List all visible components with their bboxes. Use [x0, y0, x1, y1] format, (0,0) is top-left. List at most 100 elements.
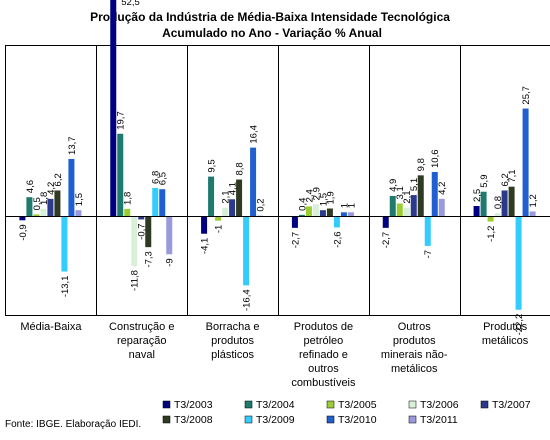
data-label: -2,7 — [381, 232, 392, 248]
legend-swatch — [244, 400, 253, 409]
legend: T3/2003 T3/2004 T3/2005 T3/2006 T3/2007 T3/20… — [162, 399, 531, 426]
category-label: combustíveis — [291, 377, 356, 389]
bar — [403, 207, 410, 217]
data-label: -2,7 — [290, 232, 301, 248]
data-label: 9,5 — [207, 159, 218, 172]
chart-title: Produção da Indústria de Média-Baixa Int… — [90, 10, 450, 24]
data-label: 3,1 — [395, 186, 406, 199]
bar — [19, 216, 26, 221]
bar — [522, 108, 529, 217]
bar — [494, 213, 501, 217]
legend-swatch — [244, 415, 253, 424]
bar — [410, 195, 417, 217]
category-label: reparação — [117, 335, 167, 347]
bar — [145, 216, 152, 248]
bar — [298, 214, 305, 217]
category-label: minerais não- — [381, 349, 448, 361]
data-label: -0,7 — [137, 223, 148, 239]
legend-label: T3/2003 — [174, 399, 213, 411]
bar — [152, 187, 159, 217]
category-label: Construção e — [109, 321, 174, 333]
data-label: 0,5 — [32, 197, 43, 210]
category-label: metálicos — [391, 363, 438, 375]
bar — [473, 206, 480, 217]
bar — [243, 216, 250, 286]
data-label: 6,5 — [158, 172, 169, 185]
data-label: 19,7 — [116, 111, 127, 130]
data-label-group: -0,94,60,51,84,26,2-13,113,71,552,519,71… — [18, 0, 539, 335]
bar — [480, 191, 487, 217]
data-label: -16,4 — [242, 289, 253, 311]
data-label: 2,5 — [472, 189, 483, 202]
data-label: 6,8 — [151, 171, 162, 184]
data-label: 1,8 — [39, 192, 50, 205]
data-label: -4,1 — [200, 238, 211, 254]
data-label: 16,4 — [249, 125, 260, 144]
category-label: plásticos — [211, 349, 254, 361]
bar — [26, 197, 33, 217]
bar — [117, 133, 124, 217]
bar — [159, 189, 166, 217]
bar — [222, 207, 229, 217]
category-label: petróleo — [304, 335, 344, 347]
data-label: 6,2 — [500, 173, 511, 186]
bar — [508, 186, 515, 217]
legend-swatch — [326, 400, 335, 409]
bar — [319, 210, 326, 217]
category-label: produtos — [211, 335, 254, 347]
data-label: 5,9 — [479, 175, 490, 188]
data-label: -13,1 — [60, 276, 71, 298]
data-label: 1 — [346, 203, 357, 208]
data-label: -9 — [165, 258, 176, 266]
data-label: 2,9 — [311, 187, 322, 200]
data-label: 2,1 — [402, 190, 413, 203]
bar — [382, 216, 389, 228]
bar — [326, 208, 333, 217]
data-label: 4,9 — [388, 179, 399, 192]
data-label: 0,2 — [256, 198, 267, 211]
bar — [305, 206, 312, 217]
data-label: -0,9 — [18, 224, 29, 240]
category-label: Borracha e — [206, 321, 260, 333]
data-label: 1,5 — [74, 193, 85, 206]
data-label: 4,2 — [437, 182, 448, 195]
bar — [208, 176, 215, 217]
data-label: 1,9 — [325, 191, 336, 204]
category-label: Produtos de — [294, 321, 353, 333]
legend-label: T3/2009 — [256, 414, 295, 426]
data-label: 2,1 — [221, 190, 232, 203]
data-label: 4,1 — [228, 182, 239, 195]
legend-label: T3/2006 — [420, 399, 459, 411]
bar — [61, 216, 68, 272]
bar — [75, 210, 82, 217]
category-label: outros — [308, 363, 339, 375]
data-label: -11,8 — [130, 270, 141, 291]
data-label: 52,5 — [121, 0, 140, 8]
legend-label: T3/2007 — [492, 399, 531, 411]
source-note: Fonte: IBGE. Elaboração IEDI. — [5, 419, 141, 430]
legend-label: T3/2005 — [338, 399, 377, 411]
bar — [33, 214, 40, 217]
bar — [47, 198, 54, 217]
legend-swatch — [326, 415, 335, 424]
bar — [124, 208, 131, 217]
data-label: 5,1 — [409, 178, 420, 191]
bar — [417, 175, 424, 217]
bar — [236, 179, 243, 217]
data-label: 2,4 — [304, 189, 315, 202]
bar — [487, 216, 494, 222]
bar — [201, 216, 208, 234]
data-label: 6,2 — [53, 173, 64, 186]
legend-label: T3/2008 — [174, 414, 213, 426]
data-label: 1 — [339, 203, 350, 208]
data-label: 1,2 — [528, 194, 539, 207]
bar — [131, 216, 138, 267]
legend-swatch — [408, 400, 417, 409]
bar — [138, 216, 145, 220]
data-label: 4,6 — [25, 180, 36, 193]
data-label: 4,2 — [46, 182, 57, 195]
data-label: -7,3 — [144, 251, 155, 267]
data-label: 0,8 — [493, 196, 504, 209]
data-label: 10,6 — [430, 149, 441, 168]
